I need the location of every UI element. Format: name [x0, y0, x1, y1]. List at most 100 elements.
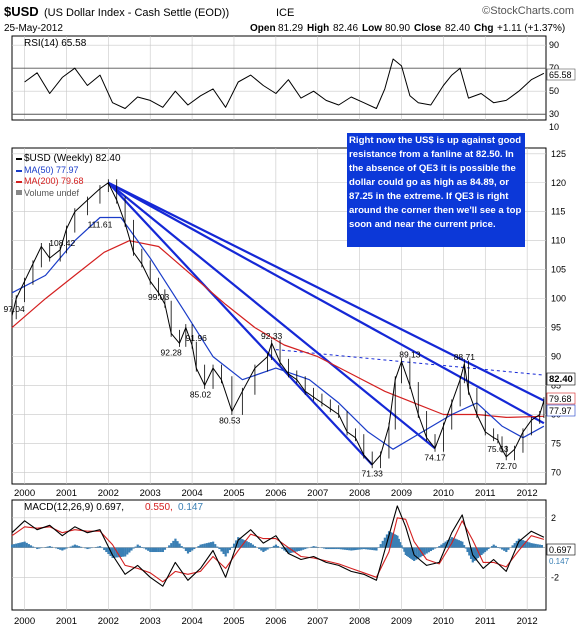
macd-histogram-bar: [513, 543, 516, 548]
macd-histogram-bar: [487, 547, 490, 550]
macd-histogram-bar: [130, 547, 133, 551]
macd-histogram-bar: [310, 546, 313, 548]
price-legend-swatch: [16, 158, 22, 160]
macd-legend-signal: 0.550,: [145, 502, 173, 513]
macd-histogram-bar: [314, 546, 317, 548]
macd-histogram-bar: [524, 540, 527, 548]
ma50-last-label-box: [546, 404, 576, 417]
ma200-last-label-box: [546, 392, 576, 405]
macd-histogram-bar: [128, 547, 131, 553]
macd-histogram-bar: [425, 547, 428, 554]
rsi-y-tick: 30: [549, 109, 559, 119]
macd-histogram-bar: [392, 533, 395, 548]
macd-line: [11, 505, 545, 587]
macd-histogram-bar: [421, 547, 424, 556]
price-annotation: 91.96: [186, 333, 208, 343]
macd-histogram-bar: [394, 534, 398, 548]
open-value: 81.29: [278, 23, 303, 34]
macd-histogram-bar: [379, 544, 382, 548]
price-y-tick: 85: [551, 381, 561, 391]
macd-histogram-bar: [434, 547, 437, 549]
macd-histogram-bar: [283, 547, 286, 551]
macd-histogram-bar: [469, 547, 473, 559]
macd-histogram-bar: [331, 547, 334, 550]
price-annotation: 88.71: [454, 352, 476, 362]
macd-histogram-bar: [180, 546, 183, 548]
macd-histogram-bar: [260, 547, 263, 551]
price-annotation: 75.63: [487, 444, 509, 454]
macd-histogram-bar: [65, 547, 68, 549]
macd-histogram-bar: [299, 547, 303, 551]
macd-histogram-bar: [393, 534, 396, 548]
macd-histogram-bar: [274, 544, 278, 548]
macd-histogram-bar: [176, 541, 179, 548]
macd-histogram-bar: [262, 547, 265, 553]
macd-histogram-bar: [473, 547, 476, 561]
macd-histogram-bar: [218, 547, 221, 550]
fanline: [107, 181, 545, 402]
macd-histogram-bar: [410, 547, 413, 559]
macd-histogram-bar: [456, 539, 459, 548]
macd-histogram-bar: [483, 547, 487, 553]
macd-histogram-bar: [178, 543, 181, 548]
macd-histogram-bar: [302, 547, 305, 550]
macd-histogram-bar: [212, 541, 215, 548]
price-annotation: 85.02: [190, 389, 212, 399]
macd-last-label: 0.697: [549, 545, 572, 555]
macd-histogram-bar: [427, 547, 430, 553]
ma50-legend-swatch: [16, 170, 22, 172]
rsi-line: [24, 58, 545, 109]
rsi-panel: [11, 35, 547, 121]
price-y-tick: 70: [551, 467, 561, 477]
macd-histogram-bar: [281, 547, 284, 550]
macd-histogram-bar: [222, 547, 225, 555]
macd-histogram-bar: [170, 543, 173, 548]
macd-histogram-bar: [258, 547, 261, 550]
macd-histogram-bar: [124, 547, 127, 557]
price-line: [11, 182, 545, 466]
ma50-legend: MA(50) 77.97: [24, 165, 79, 175]
high-label: High: [307, 23, 329, 34]
macd-histogram-bar: [96, 546, 100, 548]
macd-histogram-bar: [205, 543, 208, 548]
x-tick-label: 2001: [56, 488, 77, 499]
macd-histogram-bar: [11, 544, 14, 548]
macd-histogram-bar: [475, 547, 478, 560]
macd-histogram-bar: [103, 547, 106, 551]
ma200-legend: MA(200) 79.68: [24, 176, 84, 186]
macd-histogram-bar: [373, 547, 376, 551]
macd-histogram-bar: [335, 547, 338, 550]
macd-histogram-bar: [84, 547, 87, 549]
macd-histogram-bar: [396, 535, 399, 548]
instrument-name: (US Dollar Index - Cash Settle (EOD)): [44, 7, 229, 19]
macd-histogram-bar: [369, 547, 372, 550]
rsi-y-tick: 10: [549, 122, 559, 132]
macd-histogram-bar: [21, 542, 24, 548]
x-tick-label: 2011: [475, 616, 495, 627]
macd-histogram-bar: [159, 547, 162, 553]
macd-histogram-bar: [521, 540, 525, 548]
macd-histogram-bar: [367, 547, 370, 550]
macd-histogram-bar: [163, 547, 167, 550]
macd-histogram-bar: [149, 547, 152, 553]
macd-histogram-bar: [224, 547, 227, 557]
macd-legend-main: MACD(12,26,9) 0.697,: [24, 502, 124, 513]
price-y-tick: 75: [551, 438, 561, 448]
macd-histogram-bar: [505, 547, 508, 553]
macd-histogram-bar: [272, 545, 275, 548]
macd-histogram-bar: [526, 541, 529, 548]
macd-histogram-bar: [46, 546, 49, 548]
macd-histogram-bar: [73, 544, 77, 548]
ma200-legend-swatch: [16, 181, 22, 183]
macd-histogram-bar: [348, 547, 351, 551]
macd-histogram-bar: [230, 546, 234, 548]
x-tick-label: 2002: [98, 488, 119, 499]
macd-histogram-bar: [239, 538, 242, 548]
macd-histogram-bar: [501, 547, 504, 550]
macd-histogram-bar: [403, 547, 406, 552]
macd-histogram-bar: [15, 543, 18, 548]
rsi-value-label: 65.58: [549, 70, 572, 80]
macd-histogram-bar: [423, 547, 426, 555]
macd-histogram-bar: [247, 542, 250, 548]
price-annotation: 74.17: [424, 452, 446, 462]
